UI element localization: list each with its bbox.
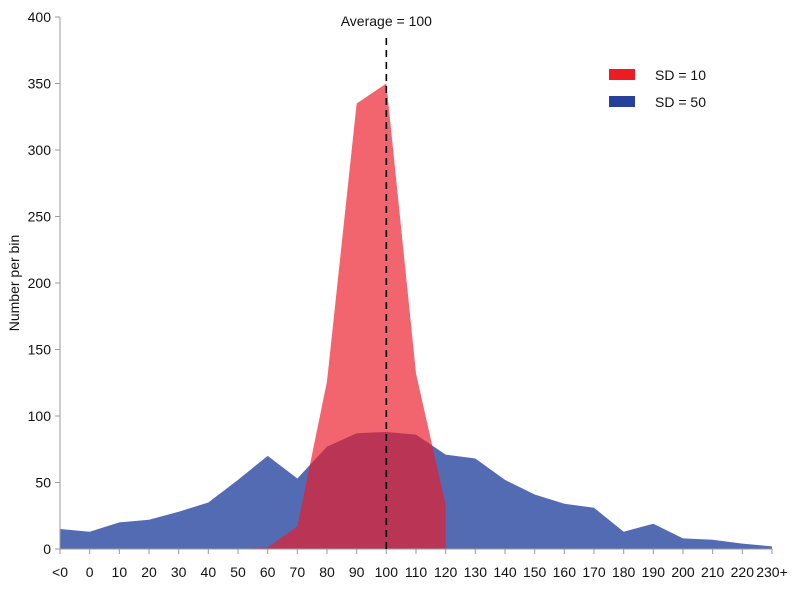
x-tick-label: 0 xyxy=(86,564,94,580)
y-tick-label: 200 xyxy=(28,275,52,291)
average-label: Average = 100 xyxy=(341,13,432,29)
x-tick-label: 110 xyxy=(405,564,428,580)
x-tick-label: 120 xyxy=(434,564,458,580)
x-tick-label: 30 xyxy=(171,564,187,580)
x-tick-label: 60 xyxy=(260,564,276,580)
x-tick-label: 20 xyxy=(141,564,157,580)
legend-label-sd50: SD = 50 xyxy=(655,94,706,110)
x-tick-label: 70 xyxy=(290,564,306,580)
x-tick-label: 150 xyxy=(523,564,547,580)
x-tick-label: 80 xyxy=(319,564,335,580)
x-tick-label: 200 xyxy=(671,564,695,580)
y-tick-label: 150 xyxy=(28,342,52,358)
y-tick-label: 100 xyxy=(28,408,52,424)
y-axis-label: Number per bin xyxy=(6,235,22,332)
x-tick-label: 220 xyxy=(731,564,755,580)
x-tick-label: 130 xyxy=(464,564,488,580)
y-tick-label: 50 xyxy=(35,475,51,491)
x-tick-label: 40 xyxy=(201,564,217,580)
x-tick-label: 180 xyxy=(612,564,636,580)
y-tick-label: 350 xyxy=(28,76,52,92)
x-tick-label: 160 xyxy=(553,564,577,580)
x-tick-label: 50 xyxy=(230,564,246,580)
x-tick-label: <0 xyxy=(52,564,68,580)
legend-label-sd10: SD = 10 xyxy=(655,67,706,83)
y-tick-label: 300 xyxy=(28,142,52,158)
legend-swatch-sd10 xyxy=(609,69,635,80)
legend: SD = 10 SD = 50 xyxy=(609,67,706,110)
x-tick-label: 100 xyxy=(375,564,399,580)
y-tick-label: 250 xyxy=(28,209,52,225)
x-tick-label: 190 xyxy=(642,564,666,580)
legend-swatch-sd50 xyxy=(609,96,635,107)
y-tick-label: 0 xyxy=(43,541,51,557)
area-sd-10 xyxy=(238,83,446,549)
x-tick-label: 90 xyxy=(349,564,365,580)
x-tick-label: 210 xyxy=(701,564,725,580)
x-tick-label: 230+ xyxy=(756,564,788,580)
x-tick-label: 140 xyxy=(493,564,517,580)
y-tick-label: 400 xyxy=(28,9,52,25)
x-tick-label: 10 xyxy=(112,564,128,580)
x-tick-label: 170 xyxy=(582,564,606,580)
